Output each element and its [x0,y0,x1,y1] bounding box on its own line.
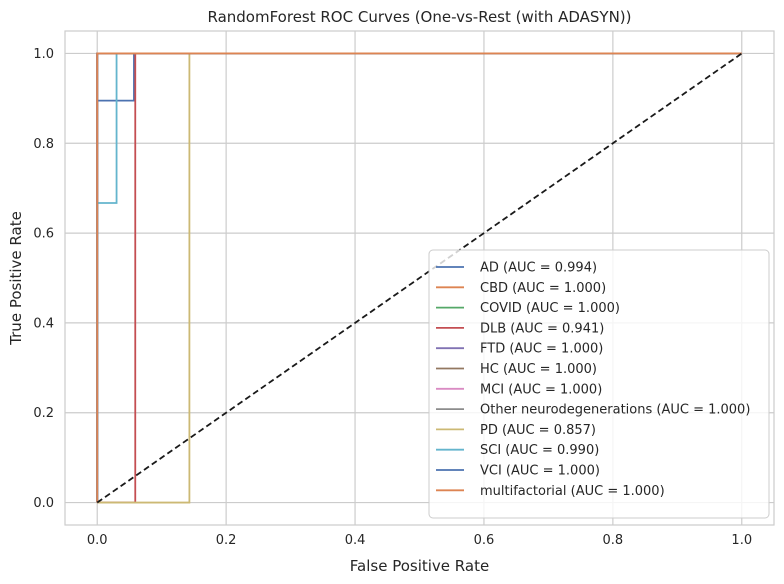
y-tick-labels: 0.0 0.2 0.4 0.6 0.8 1.0 [33,47,54,511]
x-tick-label: 0.8 [603,533,624,548]
x-tick-label: 0.0 [87,533,108,548]
y-tick-label: 0.8 [33,137,54,152]
y-tick-label: 0.2 [33,406,54,421]
y-axis-label: True Positive Rate [7,211,25,346]
y-tick-label: 1.0 [33,47,54,62]
legend-label: multifactorial (AUC = 1.000) [480,484,665,499]
legend-label: AD (AUC = 0.994) [480,261,597,276]
x-tick-label: 0.2 [216,533,237,548]
x-tick-label: 0.6 [474,533,495,548]
chart-title: RandomForest ROC Curves (One-vs-Rest (wi… [207,8,631,26]
x-tick-labels: 0.0 0.2 0.4 0.6 0.8 1.0 [87,533,752,548]
legend-label: CBD (AUC = 1.000) [480,281,606,296]
legend: AD (AUC = 0.994) CBD (AUC = 1.000) COVID (… [428,249,770,519]
roc-curve [96,52,742,503]
y-tick-label: 0.4 [33,316,54,331]
legend-label: PD (AUC = 0.857) [480,423,596,438]
legend-label: DLB (AUC = 0.941) [480,321,604,336]
legend-box [428,249,770,519]
y-tick-label: 0.0 [33,496,54,511]
x-tick-label: 0.4 [345,533,366,548]
grid [65,31,774,525]
legend-label: VCI (AUC = 1.000) [480,464,600,479]
x-tick-label: 1.0 [731,533,752,548]
legend-label: FTD (AUC = 1.000) [480,342,603,357]
plot-frame [64,30,775,526]
series-lines [96,52,743,504]
legend-label: HC (AUC = 1.000) [480,362,597,377]
legend-label: Other neurodegenerations (AUC = 1.000) [480,403,750,418]
chance-diagonal [96,52,743,504]
x-axis-label: False Positive Rate [350,557,489,575]
legend-label: SCI (AUC = 0.990) [480,443,599,458]
y-tick-label: 0.6 [33,227,54,242]
legend-label: MCI (AUC = 1.000) [480,382,602,397]
legend-label: COVID (AUC = 1.000) [480,301,620,316]
